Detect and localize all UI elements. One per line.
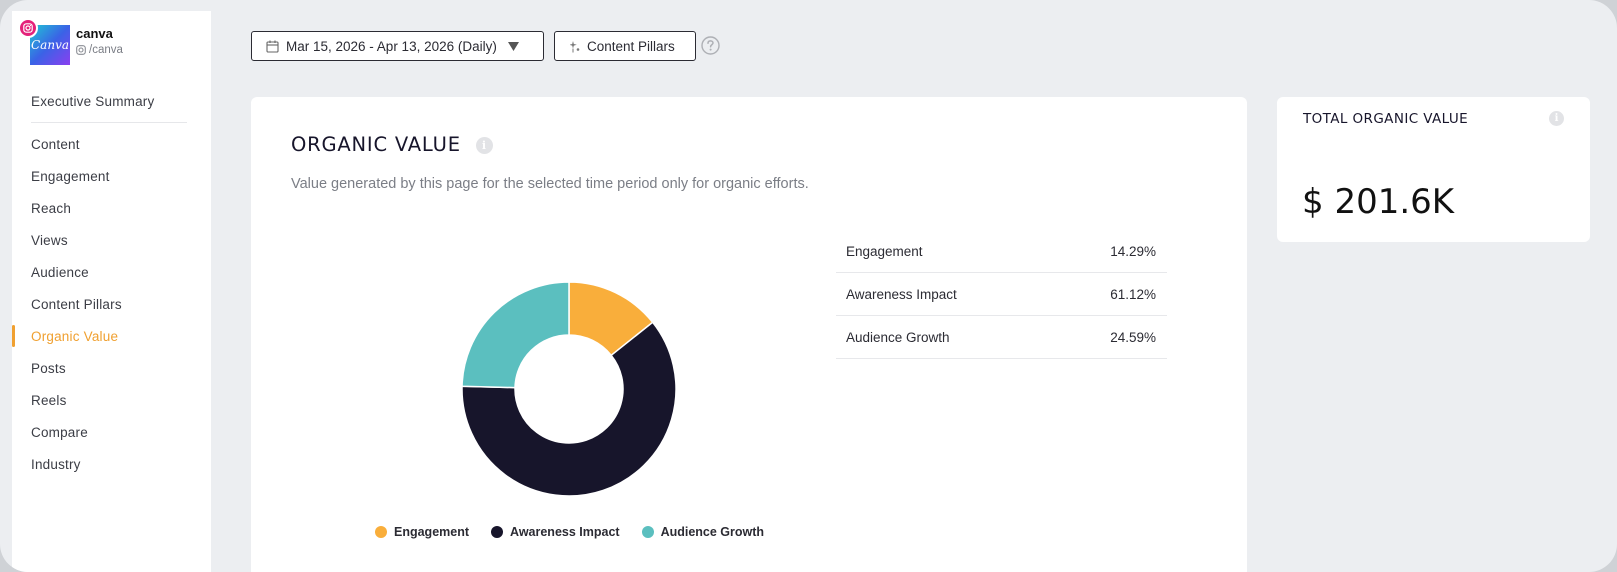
donut-slice-awareness-impact[interactable] [461,321,677,497]
instagram-small-icon [76,45,86,55]
caret-down-icon [507,41,519,51]
row-label: Awareness Impact [846,286,957,302]
sparkle-icon [570,40,580,52]
sidebar-item-content[interactable]: Content [31,137,80,152]
content-pillars-label: Content Pillars [587,38,675,54]
donut-slice-audience-growth[interactable] [461,281,570,389]
sidebar-divider [31,122,187,123]
sidebar-item-views[interactable]: Views [31,233,68,248]
profile-header[interactable]: Canva canva /canva [18,18,200,69]
row-value: 24.59% [1110,329,1156,345]
organic-value-title: ORGANIC VALUE [291,133,461,156]
legend-item-engagement[interactable]: Engagement [375,525,469,539]
total-organic-value-label: TOTAL ORGANIC VALUE [1303,111,1469,127]
row-value: 14.29% [1110,243,1156,259]
organic-value-title-row: ORGANIC VALUE i [291,133,493,156]
info-icon[interactable]: i [475,137,493,154]
sidebar-item-posts[interactable]: Posts [31,361,66,376]
sidebar-item-organic-value[interactable]: Organic Value [31,329,119,344]
table-row: Audience Growth 24.59% [836,316,1167,359]
sidebar-item-content-pillars[interactable]: Content Pillars [31,297,122,312]
organic-value-subtitle: Value generated by this page for the sel… [291,176,809,192]
help-icon[interactable] [701,36,720,55]
info-icon[interactable]: i [1549,111,1564,126]
legend-item-audience-growth[interactable]: Audience Growth [641,525,765,539]
table-row: Awareness Impact 61.12% [836,273,1167,316]
legend-label: Engagement [394,525,470,539]
sidebar-item-audience[interactable]: Audience [31,265,89,280]
total-organic-value-card: TOTAL ORGANIC VALUE i $ 201.6K [1277,97,1590,242]
legend-dot-awareness-impact [491,526,504,538]
row-value: 61.12% [1110,286,1156,302]
sidebar-item-executive-summary[interactable]: Executive Summary [31,94,155,109]
value-breakdown-table: Engagement 14.29% Awareness Impact 61.12… [836,230,1167,359]
table-row: Engagement 14.29% [836,230,1167,273]
legend-dot-audience-growth [641,526,654,538]
content-pillars-button[interactable]: Content Pillars [554,31,696,61]
sidebar-item-compare[interactable]: Compare [31,425,88,440]
calendar-icon [266,40,279,53]
avatar: Canva [30,25,70,65]
active-indicator [12,325,15,347]
legend-dot-engagement [375,526,387,538]
row-label: Engagement [846,243,923,259]
legend-label: Awareness Impact [510,525,620,539]
sidebar-item-engagement[interactable]: Engagement [31,169,110,184]
total-organic-value: $ 201.6K [1302,182,1455,222]
chart-legend: Engagement Awareness Impact Audience Gro… [375,525,764,539]
legend-label: Audience Growth [660,525,765,539]
legend-item-awareness-impact[interactable]: Awareness Impact [491,525,620,539]
profile-handle-text: /canva [89,44,123,56]
profile-name: canva [76,26,113,41]
organic-value-card: ORGANIC VALUE i Value generated by this … [251,97,1247,572]
sidebar-item-reach[interactable]: Reach [31,201,72,216]
avatar-logo-text: Canva [31,38,69,52]
sidebar-item-reels[interactable]: Reels [31,393,67,408]
sidebar: Canva canva /canva Executive Summary [12,11,211,572]
instagram-icon [18,18,38,38]
profile-handle: /canva [76,44,123,56]
donut-chart [461,281,677,497]
row-label: Audience Growth [846,329,950,345]
date-range-picker[interactable]: Mar 15, 2026 - Apr 13, 2026 (Daily) [251,31,544,61]
date-range-text: Mar 15, 2026 - Apr 13, 2026 (Daily) [286,38,497,54]
sidebar-item-industry[interactable]: Industry [31,457,81,472]
